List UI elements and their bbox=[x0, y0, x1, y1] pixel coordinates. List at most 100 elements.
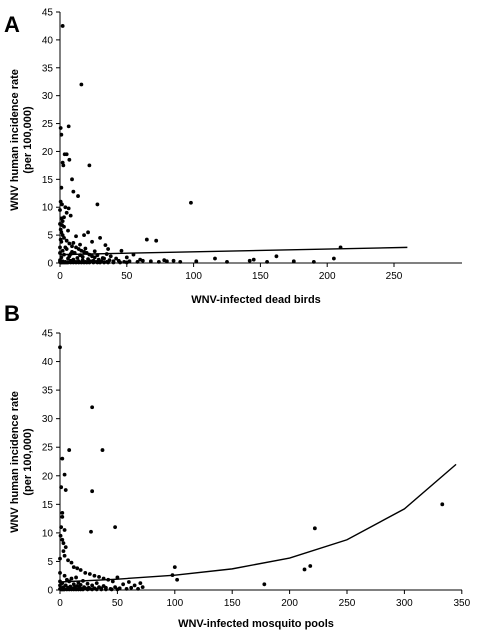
data-point bbox=[58, 583, 62, 588]
data-point bbox=[69, 576, 74, 581]
y-tick-label: 5 bbox=[47, 231, 53, 242]
y-tick-label: 35 bbox=[42, 386, 54, 397]
data-point bbox=[119, 248, 124, 253]
data-point bbox=[97, 574, 101, 579]
data-point bbox=[68, 260, 73, 265]
y-tick-label: 5 bbox=[47, 557, 53, 568]
y-tick-label: 0 bbox=[47, 586, 53, 597]
y-tick-label: 45 bbox=[42, 329, 54, 340]
data-point bbox=[67, 241, 72, 246]
data-point bbox=[60, 515, 65, 519]
data-point bbox=[61, 549, 66, 554]
data-point bbox=[86, 230, 90, 235]
data-point bbox=[110, 579, 115, 584]
data-point bbox=[164, 259, 169, 264]
x-axis-title-b: WNV-infected mosquito pools bbox=[178, 618, 334, 630]
data-point bbox=[94, 587, 99, 592]
data-point bbox=[90, 239, 94, 244]
data-point bbox=[64, 210, 69, 215]
data-point bbox=[82, 233, 86, 238]
data-point bbox=[59, 132, 64, 137]
data-point bbox=[69, 560, 74, 565]
y-tick-label: 30 bbox=[42, 91, 54, 102]
data-point bbox=[58, 222, 62, 226]
data-point bbox=[58, 237, 63, 242]
data-point bbox=[63, 583, 68, 588]
data-point bbox=[63, 545, 68, 550]
data-point bbox=[189, 200, 193, 205]
data-point bbox=[83, 570, 88, 575]
data-point bbox=[58, 245, 62, 250]
data-point bbox=[129, 585, 134, 590]
data-point bbox=[60, 456, 65, 461]
data-point bbox=[171, 258, 176, 263]
data-point bbox=[71, 582, 76, 587]
y-tick-label: 25 bbox=[42, 443, 54, 454]
data-point bbox=[98, 260, 102, 265]
x-tick-label: 250 bbox=[386, 271, 403, 282]
data-point bbox=[109, 587, 114, 592]
data-point bbox=[106, 260, 110, 265]
data-point bbox=[99, 587, 104, 592]
data-point bbox=[76, 260, 81, 265]
data-point bbox=[172, 565, 177, 570]
data-point bbox=[80, 254, 85, 259]
data-point bbox=[75, 566, 80, 571]
data-point bbox=[61, 163, 66, 168]
data-point bbox=[98, 236, 102, 240]
data-point bbox=[60, 24, 65, 28]
y-axis-title-a: WNV human incidence rate (per 100,000) bbox=[9, 69, 34, 211]
data-point bbox=[331, 256, 336, 261]
x-axis-title-a: WNV-infected dead birds bbox=[191, 294, 321, 306]
data-point bbox=[111, 260, 116, 265]
data-point bbox=[66, 558, 70, 563]
data-point bbox=[89, 529, 93, 534]
data-point bbox=[82, 260, 86, 265]
data-point bbox=[74, 234, 78, 239]
y-tick-label: 20 bbox=[42, 471, 54, 482]
data-point bbox=[265, 259, 269, 264]
data-point bbox=[78, 568, 83, 572]
data-point bbox=[76, 194, 80, 198]
data-point bbox=[121, 582, 126, 587]
data-point bbox=[58, 208, 62, 212]
data-point bbox=[66, 206, 71, 211]
data-point bbox=[94, 581, 99, 586]
data-point bbox=[113, 525, 117, 530]
data-point bbox=[68, 213, 73, 218]
y-tick-label: 10 bbox=[42, 528, 54, 539]
data-point bbox=[58, 126, 63, 130]
y-tick-label: 45 bbox=[42, 8, 54, 19]
y-axis-title-line2-b: (per 100,000) bbox=[22, 428, 34, 496]
panel-letter-b: B bbox=[4, 301, 20, 326]
data-point bbox=[81, 587, 85, 592]
y-tick-label: 35 bbox=[42, 63, 54, 74]
x-tick-label: 50 bbox=[121, 271, 133, 282]
data-point bbox=[247, 258, 252, 263]
data-point bbox=[302, 567, 307, 572]
data-point bbox=[251, 257, 256, 262]
data-point bbox=[71, 565, 76, 570]
data-point bbox=[90, 405, 95, 410]
x-tick-label: 250 bbox=[339, 598, 356, 609]
data-point bbox=[87, 260, 92, 265]
data-point bbox=[58, 570, 62, 575]
data-point bbox=[135, 259, 140, 264]
data-point bbox=[64, 152, 69, 157]
data-point bbox=[178, 259, 183, 264]
data-point bbox=[78, 582, 83, 587]
data-point bbox=[58, 556, 62, 561]
data-point bbox=[144, 237, 149, 242]
data-point bbox=[90, 489, 95, 494]
x-tick-label: 100 bbox=[166, 598, 183, 609]
x-tick-label: 150 bbox=[252, 271, 269, 282]
x-tick-label: 150 bbox=[224, 598, 241, 609]
data-point bbox=[74, 260, 78, 265]
data-point bbox=[100, 448, 105, 452]
y-tick-label: 25 bbox=[42, 119, 54, 130]
data-point bbox=[67, 157, 72, 162]
data-point bbox=[85, 581, 90, 586]
data-point bbox=[274, 254, 279, 259]
data-point bbox=[60, 537, 65, 542]
data-point bbox=[58, 251, 62, 255]
